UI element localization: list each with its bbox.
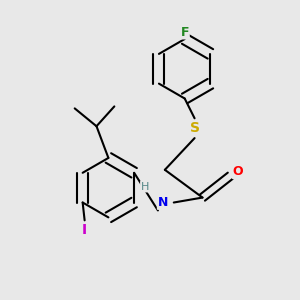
Text: S: S xyxy=(190,121,200,135)
Text: F: F xyxy=(180,26,189,39)
Text: O: O xyxy=(233,165,244,178)
Text: N: N xyxy=(158,196,168,209)
Text: I: I xyxy=(82,223,87,237)
Text: H: H xyxy=(141,182,149,192)
